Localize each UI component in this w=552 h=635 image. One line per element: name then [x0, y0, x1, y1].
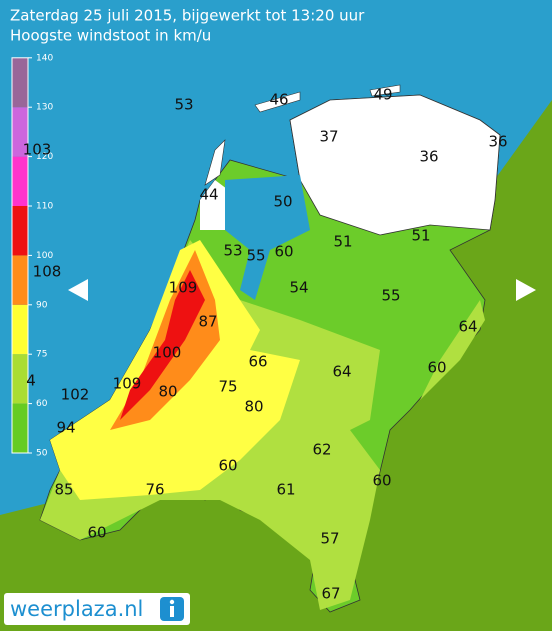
- legend-tick-label: 120: [36, 152, 53, 162]
- legend-band: [12, 255, 28, 305]
- island: [369, 84, 401, 97]
- legend-band: [12, 107, 28, 157]
- logo-icon-dot: [169, 599, 175, 605]
- legend-band: [12, 403, 28, 453]
- lake: [225, 175, 310, 300]
- legend-band: [12, 57, 28, 108]
- station-value: 61: [276, 481, 295, 499]
- station-value: 75: [218, 378, 237, 396]
- legend-band: [12, 206, 28, 256]
- station-value: 60: [372, 472, 391, 490]
- station-value: 54: [289, 279, 308, 297]
- station-value: 55: [381, 287, 400, 305]
- station-value: 55: [246, 247, 265, 265]
- station-value: 37: [319, 128, 338, 146]
- station-value: 85: [54, 481, 73, 499]
- station-value: 62: [312, 441, 331, 459]
- island: [254, 91, 301, 113]
- station-value: 60: [87, 524, 106, 542]
- station-value: 80: [158, 383, 177, 401]
- legend-tick-label: 100: [36, 251, 53, 261]
- station-value: 66: [248, 353, 267, 371]
- legend-tick-label: 60: [36, 399, 48, 409]
- zone-red: [120, 270, 205, 420]
- logo-icon-bar: [170, 606, 174, 617]
- zone-light-green-east: [420, 300, 485, 400]
- station-value: 44: [199, 186, 218, 204]
- station-value: 53: [174, 96, 193, 114]
- title: Zaterdag 25 juli 2015, bijgewerkt tot 13…: [10, 7, 365, 25]
- legend-tick-label: 140: [36, 53, 53, 63]
- arrow-left[interactable]: [68, 279, 88, 301]
- station-value: 108: [33, 263, 62, 281]
- legend-tick-label: 130: [36, 103, 53, 113]
- zone-white-north: [289, 94, 501, 236]
- legend-tick-label: 90: [36, 300, 48, 310]
- station-value: 67: [321, 585, 340, 603]
- station-value: 53: [223, 242, 242, 260]
- station-value: 50: [273, 193, 292, 211]
- station-value: 46: [269, 91, 288, 109]
- station-value: 4: [26, 372, 36, 390]
- station-value: 76: [145, 481, 164, 499]
- station-value: 60: [274, 243, 293, 261]
- station-value: 100: [153, 344, 182, 362]
- subtitle: Hoogste windstoot in km/u: [10, 27, 211, 45]
- station-value: 109: [169, 279, 198, 297]
- station-value: 57: [320, 530, 339, 548]
- arrow-right[interactable]: [516, 279, 536, 301]
- island: [204, 139, 226, 186]
- legend-band: [12, 304, 28, 355]
- logo[interactable]: weerplaza.nl: [10, 597, 143, 621]
- legend-band: [12, 354, 28, 404]
- station-value: 103: [23, 141, 52, 159]
- legend-band: [12, 156, 28, 206]
- logo-box[interactable]: [4, 593, 190, 625]
- station-value: 102: [61, 386, 90, 404]
- legend-tick-label: 75: [36, 350, 47, 360]
- station-value: 94: [56, 419, 75, 437]
- station-value: 49: [373, 86, 392, 104]
- station-value: 64: [332, 363, 351, 381]
- station-value: 36: [488, 133, 507, 151]
- station-value: 109: [113, 375, 142, 393]
- station-value: 60: [218, 457, 237, 475]
- legend-tick-label: 110: [36, 202, 53, 212]
- station-value: 36: [419, 148, 438, 166]
- station-value: 64: [458, 318, 477, 336]
- station-value: 87: [198, 313, 217, 331]
- station-value: 80: [244, 398, 263, 416]
- station-value: 51: [411, 227, 430, 245]
- station-value: 51: [333, 233, 352, 251]
- legend-tick-label: 50: [36, 449, 48, 459]
- station-value: 60: [427, 359, 446, 377]
